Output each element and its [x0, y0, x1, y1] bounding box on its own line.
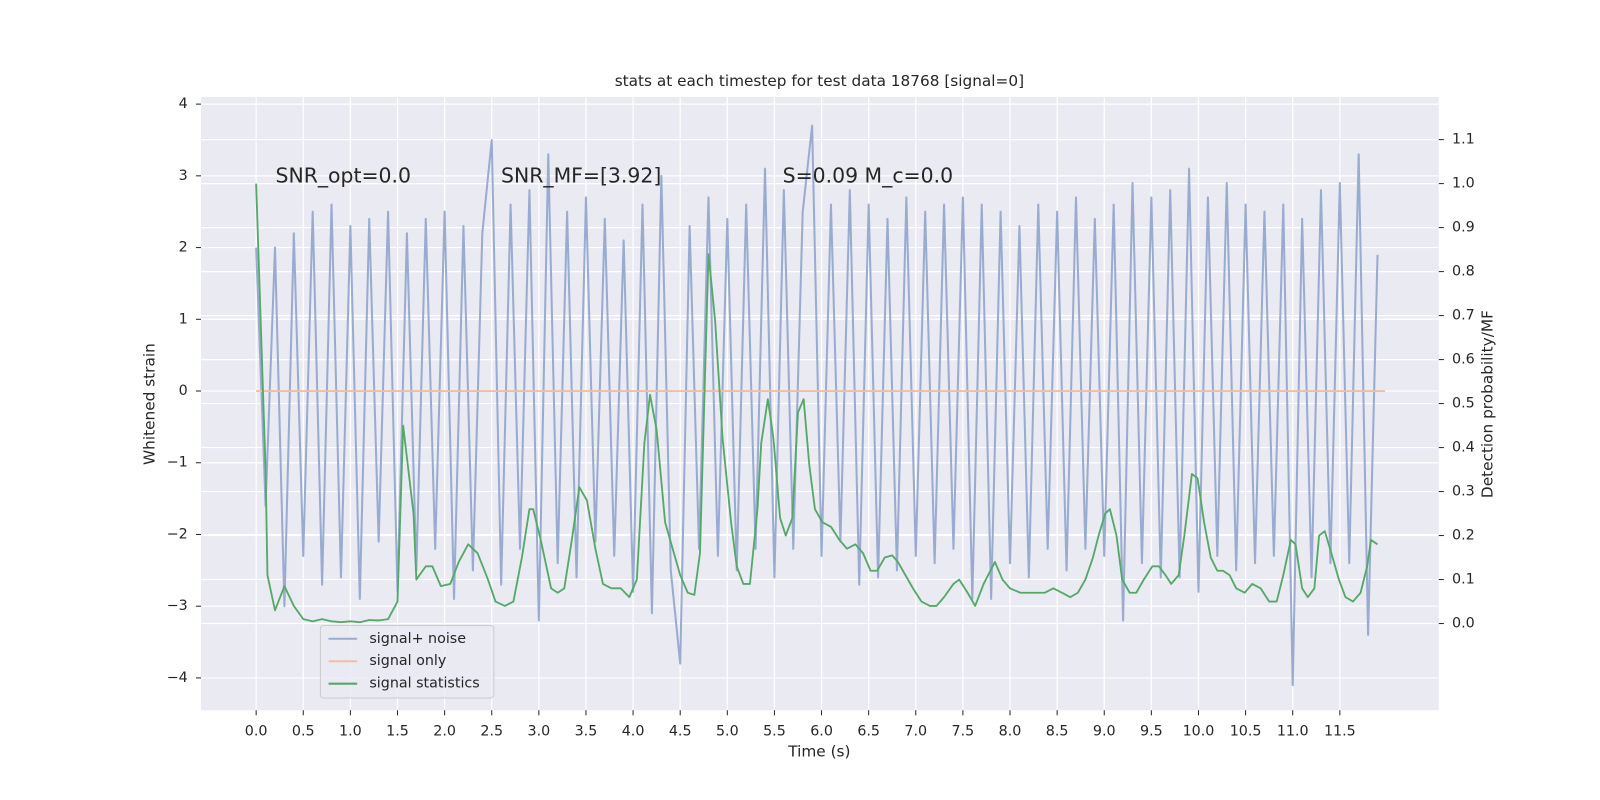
- chart-title: stats at each timestep for test data 187…: [615, 72, 1024, 90]
- y2-tick-label: 0.4: [1452, 440, 1475, 456]
- x-tick-label: 0.5: [292, 724, 315, 740]
- y2-tick-label: 0.0: [1452, 616, 1475, 632]
- y2-tick-label: 0.6: [1452, 352, 1475, 368]
- y-tick-label: 4: [179, 96, 188, 112]
- x-tick-label: 7.5: [952, 724, 975, 740]
- y2-tick-label: 0.5: [1452, 396, 1475, 412]
- annotation: SNR_MF=[3.92]: [501, 164, 661, 189]
- x-tick-label: 5.5: [763, 724, 786, 740]
- x-tick-label: 11.5: [1324, 724, 1356, 740]
- x-axis-label: Time (s): [787, 743, 850, 761]
- x-tick-label: 4.0: [622, 724, 645, 740]
- y-axis-label: Whitened strain: [141, 343, 159, 465]
- y2-tick-label: 0.8: [1452, 264, 1475, 280]
- x-tick-label: 4.5: [669, 724, 692, 740]
- y2-tick-label: 1.0: [1452, 176, 1475, 192]
- series-line: [255, 124, 1379, 687]
- x-tick-label: 8.0: [999, 724, 1022, 740]
- x-tick-label: 0.0: [245, 724, 268, 740]
- x-tick-label: 10.5: [1230, 724, 1262, 740]
- marks: [255, 124, 1386, 687]
- x-tick-label: 3.5: [575, 724, 598, 740]
- y-tick-label: −2: [167, 526, 188, 542]
- x-tick-label: 1.0: [339, 724, 362, 740]
- annotation: S=0.09 M_c=0.0: [783, 164, 953, 189]
- x-tick-label: 9.5: [1140, 724, 1163, 740]
- legend-label: signal only: [369, 653, 446, 669]
- x-tick-label: 5.0: [716, 724, 739, 740]
- legend-label: signal statistics: [369, 676, 479, 692]
- y-tick-label: 0: [179, 383, 188, 399]
- annotation: SNR_opt=0.0: [276, 164, 412, 189]
- x-tick-label: 6.0: [810, 724, 833, 740]
- x-tick-label: 11.0: [1277, 724, 1309, 740]
- y-tick-label: −1: [167, 455, 188, 471]
- legend-label: signal+ noise: [369, 631, 466, 647]
- y-tick-label: −4: [167, 670, 188, 686]
- y2-tick-label: 0.2: [1452, 528, 1475, 544]
- x-tick-label: 7.0: [904, 724, 927, 740]
- x-tick-label: 2.0: [433, 724, 456, 740]
- series-line: [255, 183, 1379, 624]
- y-tick-label: 3: [179, 168, 188, 184]
- x-tick-label: 6.5: [857, 724, 880, 740]
- overlay: 0.0 0.5 1.0 1.5 2.0 2.5 3.0 3.5 4.0 4.5 5.0 5.5 6.0 6…: [167, 96, 1475, 740]
- y2-tick-label: 0.7: [1452, 308, 1475, 324]
- legend-box: [319, 625, 495, 699]
- y2-axis-label: Detection probability/MF: [1478, 310, 1496, 498]
- y-tick-label: 2: [179, 240, 188, 256]
- x-tick-label: 3.0: [528, 724, 551, 740]
- x-tick-label: 1.5: [386, 724, 409, 740]
- grid: [195, 96, 1444, 716]
- x-tick-label: 10.0: [1183, 724, 1215, 740]
- y-tick-label: −3: [167, 598, 188, 614]
- y2-tick-label: 0.9: [1452, 220, 1475, 236]
- x-tick-label: 8.5: [1046, 724, 1069, 740]
- y2-tick-label: 0.3: [1452, 484, 1475, 500]
- x-tick-label: 9.0: [1093, 724, 1116, 740]
- x-tick-label: 2.5: [480, 724, 503, 740]
- y2-tick-label: 1.1: [1452, 132, 1475, 148]
- y-tick-label: 1: [179, 311, 188, 327]
- y2-tick-label: 0.1: [1452, 572, 1475, 588]
